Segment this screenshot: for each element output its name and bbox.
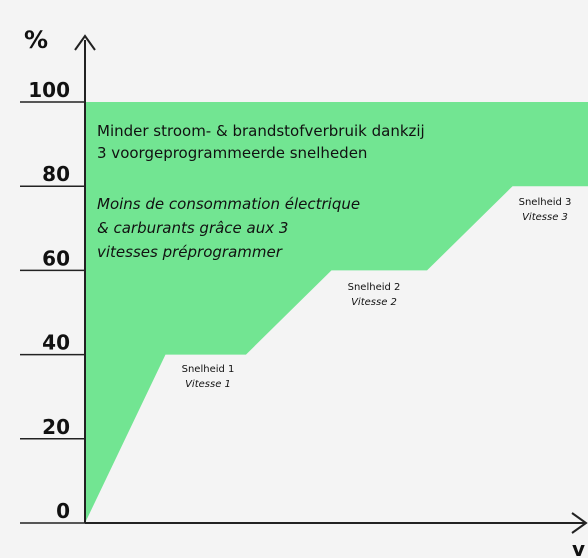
speed-label: Vitesse 3 [522,212,568,223]
y-tick-label: 40 [42,331,70,355]
annotation-nl: 3 voorgeprogrammeerde snelheden [97,144,367,162]
annotation-fr: & carburants grâce aux 3 [97,219,288,237]
annotation-nl: Minder stroom- & brandstofverbruik dankz… [97,122,425,140]
plot [85,102,588,523]
annotation-fr: Moins de consommation électrique [97,195,360,213]
y-tick-label: 0 [56,499,70,523]
speed-label: Vitesse 1 [185,379,231,390]
y-tick-label: 80 [42,162,70,186]
y-tick-label: 20 [42,415,70,439]
y-tick-label: 60 [42,246,70,270]
speed-label: Snelheid 2 [348,282,401,293]
area [85,102,588,523]
y-arrow [74,34,96,51]
speed-label: Snelheid 3 [519,197,572,208]
annotation-fr: vitesses préprogrammer [97,243,283,261]
speed-label: Vitesse 2 [351,297,397,308]
x-arrow [571,512,588,534]
speed-label: Snelheid 1 [182,364,235,375]
y-tick-label: 100 [28,78,70,102]
y-label: % [24,26,48,54]
x-label: v [572,537,585,558]
